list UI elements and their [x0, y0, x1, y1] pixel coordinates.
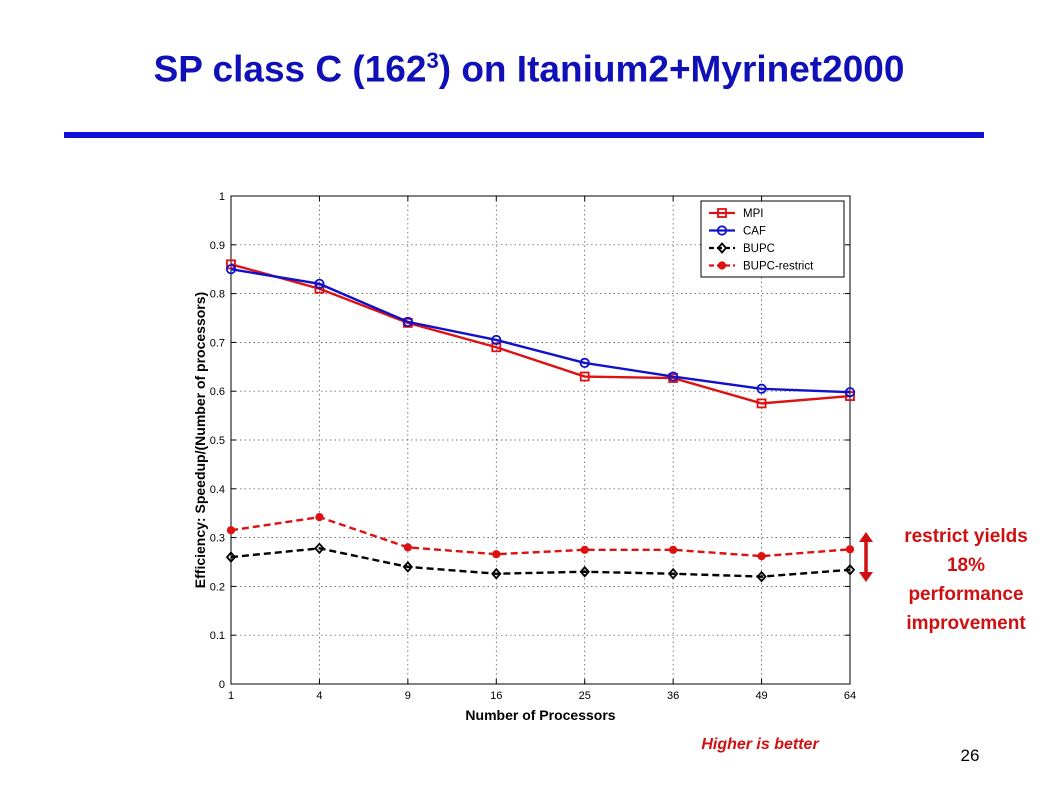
legend-label-bupc-restrict: BUPC-restrict	[743, 261, 814, 273]
y-tick-label: 0.3	[210, 533, 225, 545]
data-point-bupc-restrict	[580, 545, 589, 554]
y-tick-label: 0.6	[210, 386, 225, 398]
data-point-caf	[225, 264, 237, 275]
title-superscript: 3	[426, 48, 439, 73]
x-tick-label: 1	[228, 690, 234, 702]
title-rest: ) on Itanium2+Myrinet2000	[438, 48, 905, 90]
data-point-mpi	[226, 259, 236, 270]
footer-note: Higher is better	[701, 736, 819, 753]
data-point-caf	[314, 278, 325, 289]
data-point-bupc-restrict	[669, 545, 678, 554]
x-tick-label: 64	[844, 690, 856, 702]
title-main: SP class C (162	[153, 48, 427, 90]
page-number: 26	[960, 746, 980, 765]
y-tick-label: 0.9	[210, 240, 225, 252]
data-point-bupc-restrict	[492, 550, 501, 559]
data-point-caf	[756, 383, 767, 394]
series-line-bupc-restrict	[230, 515, 851, 558]
y-tick-label: 0.2	[210, 581, 225, 593]
data-point-caf	[668, 371, 679, 382]
x-axis-label: Number of Processors	[465, 707, 615, 723]
data-point-caf	[402, 316, 413, 328]
data-point-mpi	[756, 398, 767, 409]
y-tick-label: 0.8	[210, 289, 225, 301]
data-point-bupc-restrict	[757, 552, 766, 561]
x-tick-label: 36	[667, 690, 679, 702]
title-rule	[64, 132, 984, 138]
data-point-caf	[579, 357, 590, 368]
y-tick-label: 0.4	[210, 484, 225, 496]
x-tick-label: 16	[490, 690, 502, 702]
arrow-head-down	[859, 572, 873, 582]
legend-label-mpi: MPI	[743, 208, 763, 220]
data-point-bupc	[314, 542, 325, 555]
data-point-bupc-restrict	[845, 545, 855, 554]
data-point-bupc	[667, 567, 679, 580]
data-point-bupc	[579, 565, 590, 578]
legend-marker-caf	[716, 225, 728, 236]
legend-marker-bupc	[716, 242, 728, 254]
callout-line: restrict yields	[904, 526, 1028, 547]
x-tick-label: 25	[579, 690, 591, 702]
data-point-bupc-restrict	[315, 513, 324, 522]
callout-line: improvement	[906, 613, 1026, 634]
data-point-caf	[491, 334, 502, 346]
data-point-mpi	[579, 371, 590, 382]
y-tick-label: 0	[219, 679, 225, 691]
callout-line: performance	[908, 584, 1024, 605]
legend-label-bupc: BUPC	[743, 243, 775, 255]
series-line-mpi	[230, 263, 851, 405]
legend-marker-bupc-restrict	[717, 261, 727, 270]
data-point-bupc	[402, 561, 414, 573]
data-point-caf	[844, 387, 856, 398]
y-tick-label: 0.5	[210, 435, 225, 447]
data-point-bupc	[844, 563, 856, 576]
y-tick-label: 0.1	[210, 630, 225, 642]
y-tick-label: 1	[219, 191, 225, 203]
arrow-head-up	[859, 532, 873, 542]
data-point-bupc	[225, 551, 237, 563]
data-point-bupc-restrict	[403, 543, 412, 552]
y-tick-label: 0.7	[210, 337, 225, 349]
slide-title: SP class C (1623) on Itanium2+Myrinet200…	[0, 48, 1058, 90]
data-point-bupc-restrict	[226, 526, 236, 535]
x-tick-label: 49	[755, 690, 767, 702]
legend-marker-mpi	[717, 208, 727, 218]
x-tick-label: 4	[316, 690, 322, 702]
y-axis-label: Efficiency: Speedup/(Number of processor…	[192, 292, 208, 588]
x-tick-label: 9	[405, 690, 411, 702]
callout-line: 18%	[946, 555, 986, 576]
series-line-caf	[230, 268, 851, 394]
legend-label-caf: CAF	[743, 226, 766, 238]
data-point-bupc	[491, 567, 502, 580]
data-point-bupc	[756, 570, 767, 583]
series-line-bupc	[230, 547, 851, 578]
callout-text: restrict yields 18% performance improvement	[884, 522, 1048, 638]
